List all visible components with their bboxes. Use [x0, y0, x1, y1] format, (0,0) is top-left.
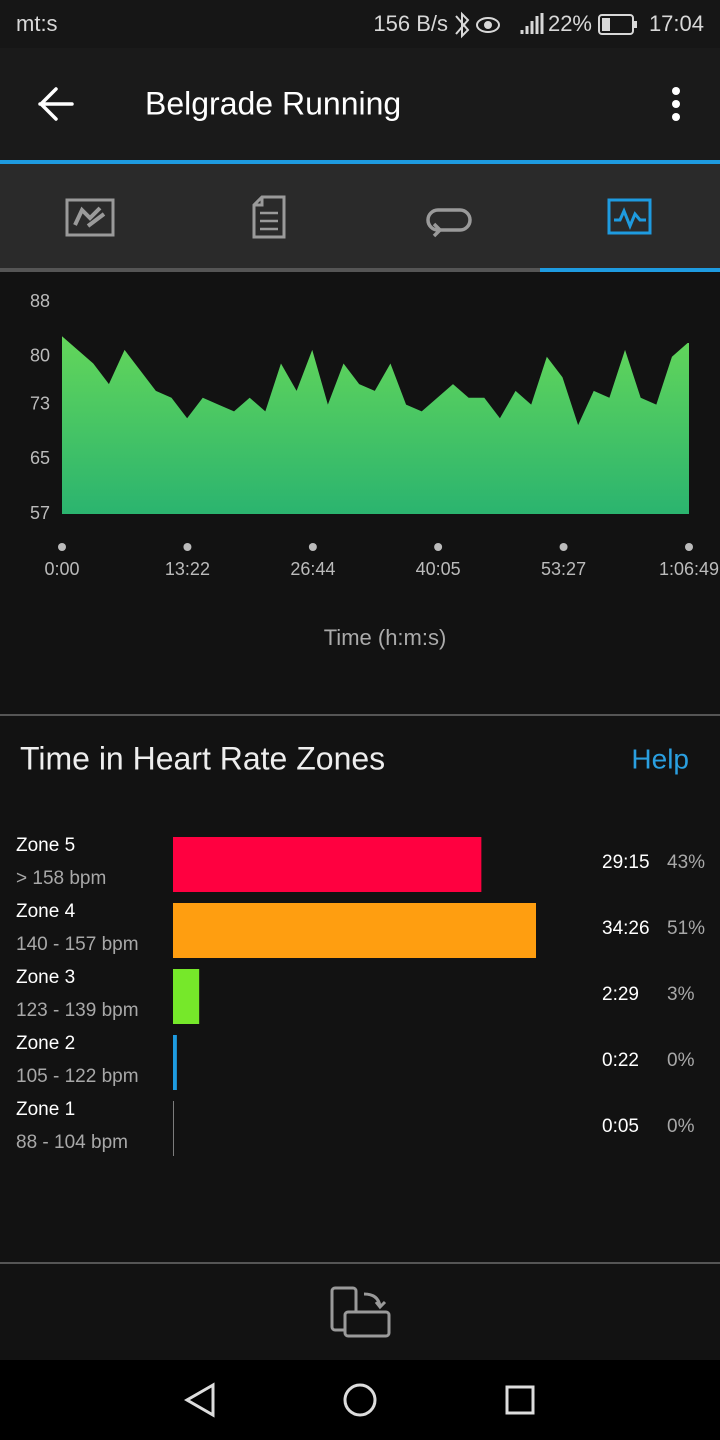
status-icons	[455, 11, 544, 39]
zone-name: Zone 3	[16, 967, 75, 988]
tab-indicator	[540, 268, 720, 272]
zone-percent: 3%	[667, 984, 695, 1005]
heart-rate-chart: 57 65 73 80 88 0:00 13:22 26:44 40:05 53:27 1:06:4…	[30, 291, 719, 579]
y-tick-label: 80	[30, 345, 50, 365]
y-tick-label: 73	[30, 393, 50, 413]
zone-range: 105 - 122 bpm	[16, 1066, 139, 1087]
x-tick-mark	[58, 543, 66, 551]
tab-charts[interactable]	[607, 198, 652, 235]
x-tick-label: 13:22	[165, 559, 210, 579]
zone-name: Zone 1	[16, 1099, 75, 1120]
net-speed: 156 B/s	[373, 11, 448, 36]
battery-icon	[598, 14, 637, 35]
x-tick-label: 26:44	[290, 559, 335, 579]
rotate-button[interactable]	[330, 1286, 391, 1338]
x-tick-mark	[308, 543, 317, 551]
x-tick-mark	[685, 543, 693, 551]
x-tick-mark	[559, 543, 568, 551]
x-tick-mark	[434, 543, 443, 551]
y-tick-label: 57	[30, 503, 50, 523]
accent-line	[0, 160, 720, 164]
tab-bar	[0, 164, 720, 268]
menu-button[interactable]	[672, 87, 680, 121]
zone-percent: 43%	[667, 852, 705, 873]
zone-range: 140 - 157 bpm	[16, 934, 139, 955]
y-tick-label: 65	[30, 448, 50, 468]
divider	[0, 1262, 720, 1264]
zones-chart: Zone 5 > 158 bpm 29:15 43% Zone 4 140 - 157 b…	[16, 835, 705, 1156]
x-tick-label: 40:05	[416, 559, 461, 579]
page-title: Belgrade Running	[145, 85, 401, 121]
tab-underline	[0, 268, 720, 272]
zone-range: > 158 bpm	[16, 868, 106, 889]
zone-range: 88 - 104 bpm	[16, 1132, 128, 1153]
zone-bar	[173, 969, 200, 1024]
zone-name: Zone 2	[16, 1033, 75, 1054]
help-link[interactable]: Help	[631, 743, 689, 774]
zone-range: 123 - 139 bpm	[16, 1000, 139, 1021]
zone-name: Zone 4	[16, 901, 76, 922]
zone-duration: 0:22	[602, 1050, 639, 1071]
zone-duration: 29:15	[602, 852, 650, 873]
x-tick-label: 0:00	[44, 559, 79, 579]
x-tick-mark	[183, 543, 192, 551]
tab-summary[interactable]	[252, 195, 286, 239]
tab-laps[interactable]	[426, 208, 472, 238]
battery-level: 22%	[548, 11, 592, 36]
zone-duration: 34:26	[602, 918, 650, 939]
carrier: mt:s	[16, 11, 58, 36]
zone-name: Zone 5	[16, 835, 75, 856]
y-tick-label: 88	[30, 291, 50, 311]
heart-rate-area	[62, 336, 689, 514]
nav-recents[interactable]	[505, 1385, 535, 1415]
zones-title: Time in Heart Rate Zones	[20, 740, 385, 776]
zone-percent: 51%	[667, 918, 705, 939]
clock: 17:04	[649, 11, 704, 36]
zone-percent: 0%	[667, 1050, 695, 1071]
nav-home[interactable]	[343, 1383, 377, 1417]
zone-duration: 0:05	[602, 1116, 639, 1137]
zone-bar	[173, 1101, 174, 1156]
zone-percent: 0%	[667, 1116, 695, 1137]
zone-bar	[173, 1035, 177, 1090]
status-bar	[0, 0, 720, 48]
zone-duration: 2:29	[602, 984, 639, 1005]
x-tick-label: 1:06:49	[659, 559, 719, 579]
x-axis-label: Time (h:m:s)	[324, 625, 447, 650]
app-bar	[0, 48, 720, 160]
x-tick-label: 53:27	[541, 559, 586, 579]
zone-bar	[173, 903, 536, 958]
zone-bar	[173, 837, 482, 892]
back-button[interactable]	[38, 87, 74, 121]
nav-bar	[0, 1360, 720, 1440]
nav-back[interactable]	[183, 1382, 215, 1418]
tab-map[interactable]	[65, 198, 115, 237]
divider	[0, 714, 720, 716]
